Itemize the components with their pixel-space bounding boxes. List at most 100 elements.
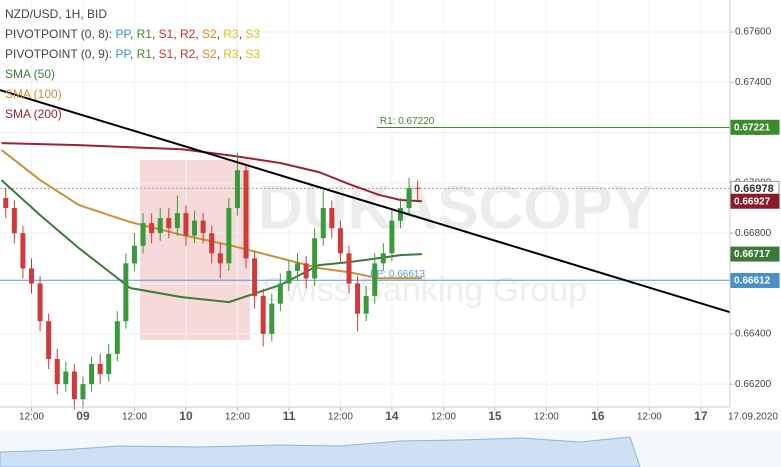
x-tick-label: 11	[283, 409, 296, 423]
candle-body	[209, 233, 215, 254]
x-tick-label: 10	[179, 409, 193, 423]
legend-separator: ,	[173, 47, 180, 61]
candle-body	[3, 197, 9, 209]
watermark-text: DUKASCOPY	[258, 173, 654, 242]
price-tag	[730, 119, 780, 135]
candle-body	[123, 263, 129, 322]
candle-body	[54, 358, 60, 385]
legend-item: S3	[245, 27, 260, 41]
candle-body	[363, 296, 369, 314]
candle-body	[329, 208, 335, 229]
candle-body	[355, 283, 361, 314]
x-tick-label: 12:00	[534, 412, 559, 423]
candle-body	[71, 371, 77, 400]
candle-body	[140, 223, 146, 246]
price-tag-label: 0.66717	[734, 249, 771, 260]
candle-body	[226, 208, 232, 264]
legend-item: S3	[245, 47, 260, 61]
y-tick-label: 0.66400	[735, 328, 772, 339]
legend-separator: ,	[173, 27, 180, 41]
candle-body	[243, 170, 249, 259]
navigator-area	[0, 436, 641, 467]
y-tick-label: 0.67400	[735, 77, 772, 88]
price-tag	[730, 246, 780, 262]
legend-item: R1	[137, 47, 153, 61]
candle-body	[11, 208, 17, 234]
legend-entry: PIVOTPOINT (0, 9): PP, R1, S1, R2, S2, R…	[5, 47, 260, 61]
legend-item: R2	[180, 27, 196, 41]
candle-body	[174, 213, 180, 229]
legend-item: S1	[159, 27, 174, 41]
x-tick-label: 12:00	[328, 412, 353, 423]
level-label: PP: 0.66613	[370, 269, 425, 280]
candle-body	[192, 220, 198, 236]
price-tag-label: 0.67221	[734, 122, 771, 133]
legend-name: PIVOTPOINT (0, 8):	[5, 27, 112, 41]
y-tick-label: 0.66200	[735, 379, 772, 390]
candle-body	[397, 208, 403, 221]
price-tag-label: 0.66978	[734, 183, 774, 195]
candle-body	[63, 371, 69, 385]
legend-item: S2	[202, 47, 217, 61]
candle-body	[89, 363, 95, 385]
x-tick-label: 12:00	[122, 412, 147, 423]
candle-body	[346, 253, 352, 284]
legend-item: S2	[202, 27, 217, 41]
candle-body	[200, 220, 206, 234]
x-tick-label: 12:00	[225, 412, 250, 423]
candle-body	[114, 321, 120, 354]
date-label: 17.09.2020	[728, 412, 778, 423]
candle-body	[149, 223, 155, 234]
sma-line	[1, 142, 422, 203]
legend-entry: SMA (100)	[5, 87, 62, 101]
candle-body	[252, 258, 258, 297]
legend-entry: PIVOTPOINT (0, 8): PP, R1, S1, R2, S2, R…	[5, 27, 260, 41]
x-tick-label: 12:00	[19, 412, 44, 423]
y-tick-label: 0.67600	[735, 27, 772, 38]
candle-body	[389, 220, 395, 254]
legend-item: PP	[115, 27, 131, 41]
candle-body	[46, 321, 52, 359]
legend-item: S1	[159, 47, 174, 61]
price-tag	[730, 193, 780, 209]
legend: NZD/USD, 1H, BID PIVOTPOINT (0, 8): PP, R…	[5, 7, 260, 121]
candle-body	[28, 268, 34, 284]
legend-separator: ,	[130, 47, 137, 61]
x-tick-label: 12:00	[431, 412, 456, 423]
legend-separator: ,	[195, 27, 202, 41]
candle-body	[286, 270, 292, 284]
legend-separator: ,	[239, 47, 246, 61]
candle-body	[131, 245, 137, 264]
legend-separator: ,	[130, 27, 137, 41]
chart-title: NZD/USD, 1H, BID	[5, 7, 107, 21]
price-tag-label: 0.66927	[734, 196, 771, 207]
candle-body	[415, 187, 421, 189]
legend-item: R3	[223, 27, 239, 41]
candle-body	[106, 353, 112, 375]
candle-body	[295, 263, 301, 271]
x-tick-label: 14	[385, 409, 399, 423]
legend-separator: ,	[195, 47, 202, 61]
legend-entry: SMA (200)	[5, 107, 62, 121]
price-tag	[730, 272, 780, 288]
candle-body	[277, 283, 283, 304]
candle-body	[337, 228, 343, 254]
trendline	[0, 89, 731, 314]
legend-separator: ,	[152, 27, 159, 41]
legend-separator: ,	[217, 27, 224, 41]
legend-entry: SMA (50)	[5, 67, 55, 81]
candle-body	[166, 218, 172, 229]
level-label: R1: 0.67220	[380, 116, 435, 127]
candle-body	[234, 170, 240, 209]
plot: R1: 0.67220 PP: 0.66613	[0, 0, 731, 410]
candle-body	[303, 263, 309, 279]
x-tick-label: 16	[591, 409, 605, 423]
legend-item: PP	[115, 47, 131, 61]
candle-body	[372, 263, 378, 297]
legend-separator: ,	[217, 47, 224, 61]
legend-separator: ,	[152, 47, 159, 61]
legend-separator: ,	[239, 27, 246, 41]
candle-body	[406, 187, 412, 209]
